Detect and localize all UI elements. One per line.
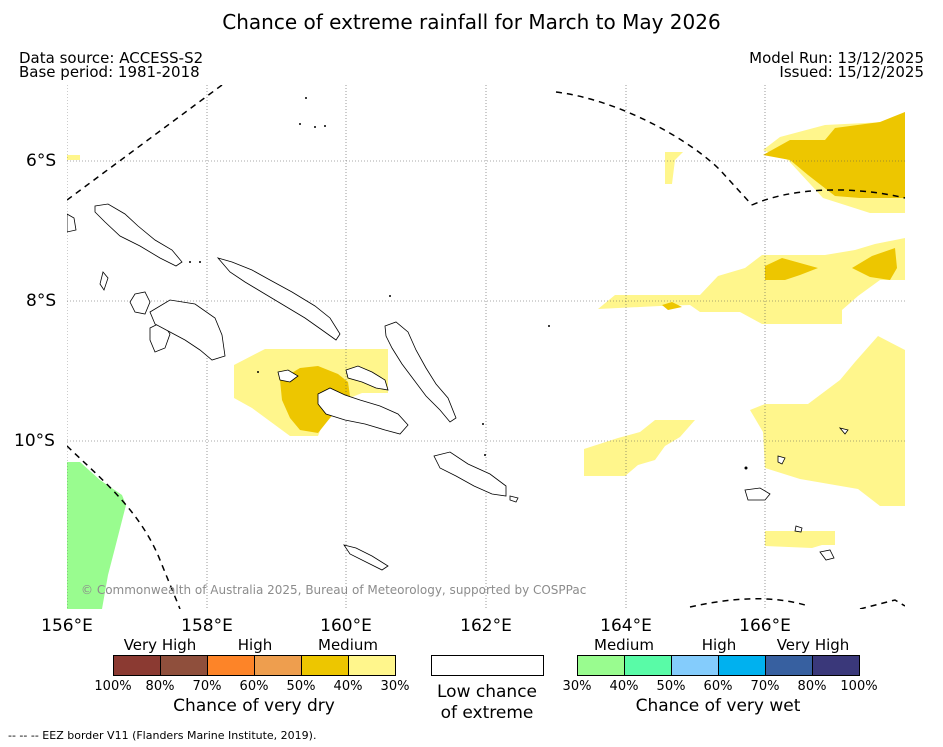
dry-pct-70: 70% [192, 679, 222, 694]
eez-border [67, 85, 905, 609]
wet-swatch-3 [671, 655, 719, 676]
wet-pct-50: 50% [656, 679, 686, 694]
model-run-label: Model Run: 13/12/2025 [749, 49, 924, 67]
wet-swatch-6 [812, 655, 860, 676]
dry-pct-80: 80% [145, 679, 175, 694]
islands [67, 203, 849, 571]
dry-swatch-3 [207, 655, 255, 676]
data-source-label: Data source: ACCESS-S2 [19, 49, 204, 67]
chart-title: Chance of extreme rainfall for March to … [222, 10, 721, 34]
wet-swatch-5 [765, 655, 813, 676]
medium-wet-region [67, 462, 126, 609]
wet-medium-label: Medium [594, 636, 654, 654]
high-dry-region [280, 112, 905, 433]
lon-tick-162: 162°E [460, 616, 512, 636]
lon-tick-158: 158°E [181, 616, 233, 636]
issued-label: Issued: 15/12/2025 [779, 63, 924, 81]
wet-high-label: High [701, 636, 737, 654]
dry-pct-50: 50% [286, 679, 316, 694]
wet-pct-60: 60% [703, 679, 733, 694]
dry-swatch-1 [113, 655, 161, 676]
lat-tick-10s: 10°S [14, 431, 55, 451]
dry-caption: Chance of very dry [173, 696, 335, 716]
lat-tick-8s: 8°S [26, 291, 57, 311]
low-chance-label: Low chance of extreme [437, 682, 537, 723]
dry-medium-label: Medium [318, 636, 378, 654]
dry-very-high-label: Very High [123, 636, 197, 654]
lon-tick-156: 156°E [41, 616, 93, 636]
wet-swatch-1 [577, 655, 625, 676]
wet-pct-80: 80% [797, 679, 827, 694]
wet-pct-100: 100% [840, 679, 878, 694]
dry-swatch-4 [254, 655, 302, 676]
wet-swatch-2 [624, 655, 672, 676]
dry-swatch-5 [301, 655, 349, 676]
dry-high-label: High [237, 636, 273, 654]
wet-pct-70: 70% [750, 679, 780, 694]
wet-pct-30: 30% [562, 679, 592, 694]
lat-tick-6s: 6°S [26, 151, 57, 171]
eez-footnote: -- -- -- EEZ border V11 (Flanders Marine… [8, 729, 317, 742]
dry-swatch-6 [348, 655, 396, 676]
graticule [67, 85, 905, 609]
islets [189, 97, 748, 470]
base-period-label: Base period: 1981-2018 [19, 63, 200, 81]
dry-swatch-2 [160, 655, 208, 676]
wet-pct-40: 40% [609, 679, 639, 694]
wet-very-high-label: Very High [776, 636, 850, 654]
lon-tick-164: 164°E [600, 616, 652, 636]
dry-pct-40: 40% [333, 679, 363, 694]
lon-tick-160: 160°E [320, 616, 372, 636]
low-chance-swatch [431, 655, 544, 676]
lon-tick-166: 166°E [739, 616, 791, 636]
wet-caption: Chance of very wet [635, 696, 801, 716]
dry-pct-30: 30% [380, 679, 410, 694]
wet-swatch-4 [718, 655, 766, 676]
copyright-notice: © Commonwealth of Australia 2025, Bureau… [81, 583, 587, 597]
dry-pct-60: 60% [239, 679, 269, 694]
dry-pct-100: 100% [94, 679, 132, 694]
